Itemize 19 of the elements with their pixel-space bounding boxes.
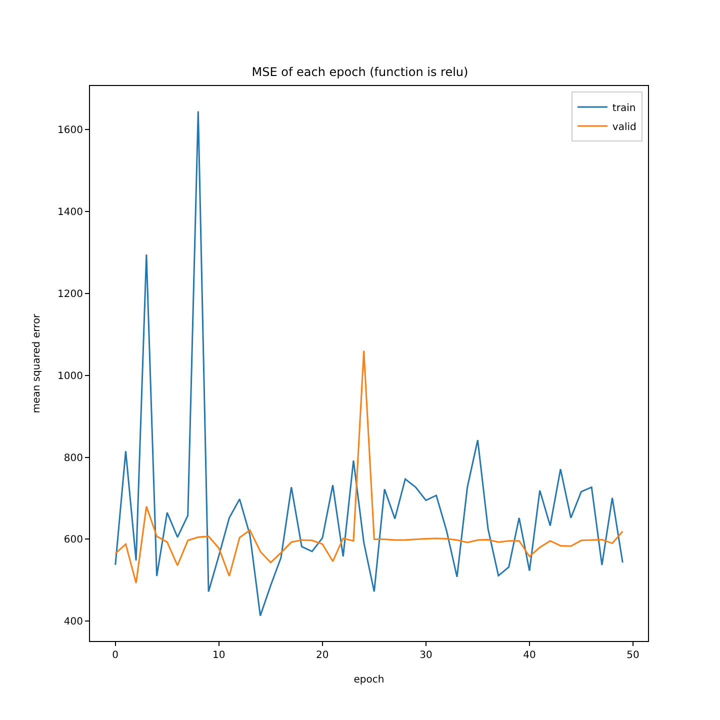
x-axis-title: epoch (354, 674, 384, 686)
x-tick-label: 50 (626, 650, 640, 661)
legend-label: valid (612, 122, 636, 133)
y-tick-label: 1400 (58, 207, 83, 218)
y-tick-label: 1200 (58, 288, 83, 300)
y-tick-label: 800 (64, 452, 83, 464)
line-series (114, 350, 624, 584)
x-tick-label: 40 (523, 650, 536, 661)
y-axis-title: mean squared error (32, 312, 43, 414)
y-tick-label: 600 (64, 534, 83, 546)
chart-title: MSE of each epoch (function is relu) (252, 65, 468, 79)
y-tick-label: 400 (64, 616, 83, 628)
legend-label: train (612, 102, 636, 114)
y-tick-label: 1000 (58, 370, 83, 382)
x-tick-label: 30 (420, 650, 432, 661)
y-tick-label: 1600 (58, 125, 83, 136)
x-tick-label: 0 (112, 650, 119, 661)
x-tick-label: 10 (212, 650, 226, 661)
x-tick-label: 20 (316, 650, 329, 661)
